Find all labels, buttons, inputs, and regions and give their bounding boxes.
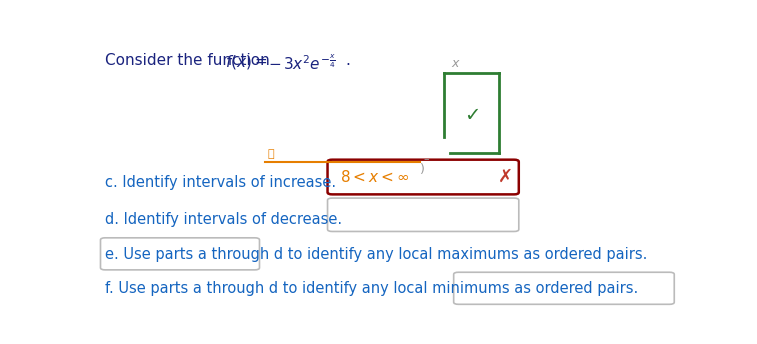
Text: d. Identify intervals of decrease.: d. Identify intervals of decrease.	[105, 212, 342, 227]
Text: $8 < x < \infty$: $8 < x < \infty$	[340, 169, 409, 185]
Text: f. Use parts a through d to identify any local minimums as ordered pairs.: f. Use parts a through d to identify any…	[105, 281, 638, 296]
Text: $x$: $x$	[450, 57, 460, 70]
Text: .: .	[346, 53, 350, 68]
Text: ⌣: ⌣	[268, 149, 274, 159]
Text: –: –	[423, 154, 428, 164]
Text: $-\,3x^{2}e^{-\frac{x}{4}}$: $-\,3x^{2}e^{-\frac{x}{4}}$	[268, 53, 335, 73]
Text: ✓: ✓	[464, 106, 480, 125]
Text: Consider the function: Consider the function	[105, 53, 275, 68]
Text: e. Use parts a through d to identify any local maximums as ordered pairs.: e. Use parts a through d to identify any…	[105, 247, 647, 261]
Text: ✗: ✗	[498, 168, 512, 186]
Text: c. Identify intervals of increase.: c. Identify intervals of increase.	[105, 175, 336, 190]
Text: $\mathit{f}(x)$: $\mathit{f}(x)$	[225, 53, 252, 71]
Text: ): )	[420, 163, 425, 176]
Text: $=$: $=$	[252, 53, 268, 68]
